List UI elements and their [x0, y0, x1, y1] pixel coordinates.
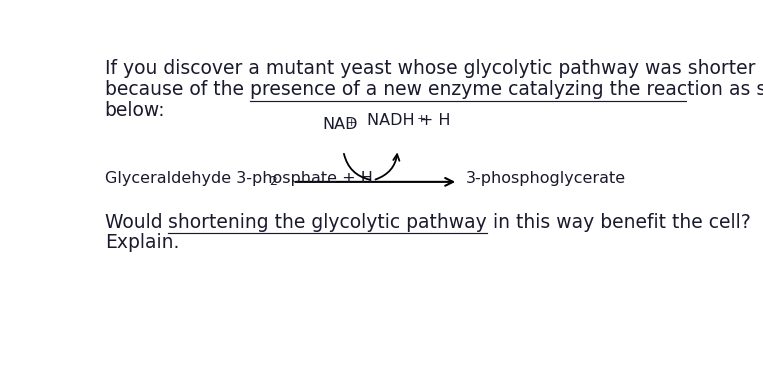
Text: +: +	[347, 118, 356, 128]
Text: in this way benefit the cell?: in this way benefit the cell?	[487, 212, 751, 232]
Text: below:: below:	[105, 101, 166, 120]
Text: presence of a new enzyme catalyzing the reaction: presence of a new enzyme catalyzing the …	[250, 80, 723, 99]
Text: 3-phosphoglycerate: 3-phosphoglycerate	[466, 171, 626, 186]
Text: +: +	[417, 114, 427, 124]
Text: NADH + H: NADH + H	[367, 113, 450, 128]
Text: NAD: NAD	[323, 117, 358, 132]
Text: shortening the glycolytic pathway: shortening the glycolytic pathway	[169, 212, 487, 232]
Text: Explain.: Explain.	[105, 233, 179, 252]
Text: as shown: as shown	[723, 80, 763, 99]
Text: 2: 2	[269, 175, 277, 188]
Text: If you discover a mutant yeast whose glycolytic pathway was shorter: If you discover a mutant yeast whose gly…	[105, 59, 755, 79]
Text: Glyceraldehyde 3-phosphate + H: Glyceraldehyde 3-phosphate + H	[105, 171, 372, 186]
Text: Would: Would	[105, 212, 169, 232]
Text: because of the: because of the	[105, 80, 250, 99]
